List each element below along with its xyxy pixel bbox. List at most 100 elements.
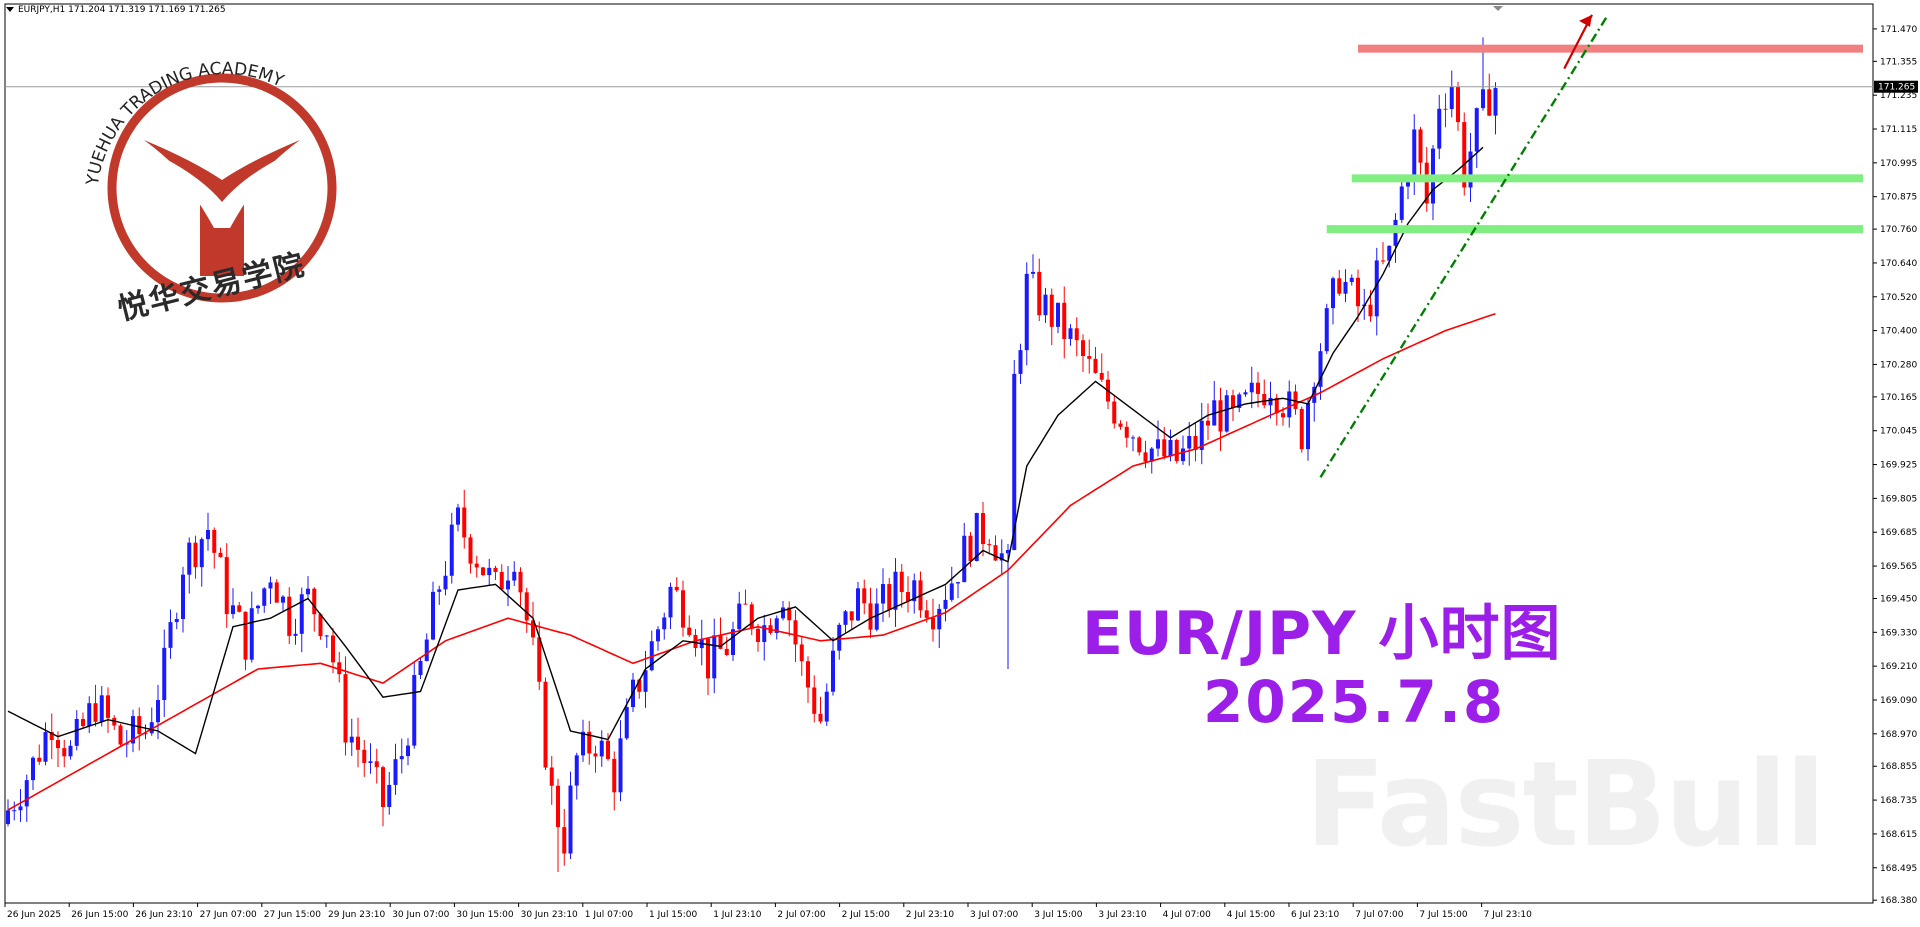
candle-body xyxy=(399,756,404,760)
candle-body xyxy=(1474,108,1479,152)
candle-body xyxy=(1281,413,1285,418)
candle-body xyxy=(1293,391,1298,409)
candle-body xyxy=(381,767,385,808)
candle-body xyxy=(1324,308,1329,352)
candle-body xyxy=(537,637,542,682)
candle-body xyxy=(962,535,967,583)
candle-body xyxy=(1268,397,1273,406)
y-tick-label: 169.210 xyxy=(1880,662,1917,672)
candle-body xyxy=(887,584,892,610)
candle-body xyxy=(1387,245,1392,261)
candle-body xyxy=(756,628,760,642)
candle-body xyxy=(1068,328,1073,339)
candle-body xyxy=(406,745,410,757)
candle-body xyxy=(1224,395,1229,432)
x-tick-label: 26 Jun 15:00 xyxy=(71,910,128,920)
candle-body xyxy=(624,707,629,739)
candle-body xyxy=(343,674,348,743)
x-tick-label: 29 Jun 23:10 xyxy=(328,910,385,920)
logo-emblem-inner-icon xyxy=(164,158,280,228)
candle-body xyxy=(1024,273,1029,351)
candle-body xyxy=(256,605,260,609)
candle-body xyxy=(106,695,110,718)
candle-body xyxy=(1049,294,1054,327)
candle-body xyxy=(687,627,692,635)
candle-body xyxy=(1331,278,1335,309)
candle-body xyxy=(487,567,492,576)
y-tick-label: 169.805 xyxy=(1880,494,1917,504)
candle-body xyxy=(356,736,360,750)
candle-body xyxy=(1256,382,1260,394)
candle-body xyxy=(512,571,517,581)
candle-body xyxy=(856,588,860,621)
x-tick-label: 3 Jul 23:10 xyxy=(1098,910,1147,920)
candle-body xyxy=(1249,382,1254,393)
x-tick-label: 6 Jul 23:10 xyxy=(1291,910,1340,920)
candle-body xyxy=(337,662,342,675)
candle-body xyxy=(1037,271,1042,316)
candle-body xyxy=(12,810,17,812)
candle-body xyxy=(293,633,298,636)
candle-body xyxy=(1374,260,1379,317)
y-tick-label: 168.615 xyxy=(1880,830,1917,840)
watermark-text: FastBull xyxy=(1305,735,1826,873)
candle-body xyxy=(418,660,423,676)
candle-body xyxy=(24,780,29,807)
y-tick-label: 170.875 xyxy=(1880,193,1917,203)
candle-body xyxy=(393,759,398,785)
x-tick-label: 26 Jun 23:10 xyxy=(135,910,192,920)
candle-body xyxy=(1131,437,1135,439)
candle-body xyxy=(1462,122,1467,188)
candle-body xyxy=(56,740,60,749)
candle-body xyxy=(987,544,992,546)
candle-body xyxy=(312,588,317,615)
candle-body xyxy=(137,716,142,735)
candle-body xyxy=(324,635,329,637)
candle-body xyxy=(1343,281,1348,294)
candle-body xyxy=(62,748,67,757)
candle-body xyxy=(1299,408,1304,450)
candle-body xyxy=(1449,86,1454,110)
candle-body xyxy=(193,542,198,568)
x-tick-label: 4 Jul 07:00 xyxy=(1163,910,1212,920)
candle-body xyxy=(1168,439,1173,457)
candle-body xyxy=(499,571,504,590)
candle-body xyxy=(1199,420,1204,450)
level-band-resistance xyxy=(1358,44,1863,53)
candle-body xyxy=(1149,448,1154,462)
candle-body xyxy=(549,767,554,786)
candle-body xyxy=(543,681,548,768)
chevron-down-icon[interactable] xyxy=(6,7,14,12)
x-tick-label: 27 Jun 07:00 xyxy=(200,910,257,920)
candle-body xyxy=(806,661,810,688)
candle-body xyxy=(874,603,879,630)
candle-body xyxy=(49,732,54,741)
candle-body xyxy=(99,695,104,722)
candle-body xyxy=(762,625,767,642)
candle-body xyxy=(331,635,335,663)
candle-body xyxy=(668,586,673,618)
candle-body xyxy=(831,650,835,692)
candle-body xyxy=(424,639,429,661)
x-tick-label: 7 Jul 07:00 xyxy=(1355,910,1404,920)
y-tick-label: 169.925 xyxy=(1880,461,1917,471)
candle-body xyxy=(843,611,848,625)
candle-body xyxy=(968,535,973,562)
candle-body xyxy=(662,617,667,630)
candle-body xyxy=(299,594,304,634)
x-tick-label: 3 Jul 07:00 xyxy=(970,910,1019,920)
candle-body xyxy=(1043,294,1048,316)
y-tick-label: 170.045 xyxy=(1880,427,1917,437)
candle-body xyxy=(1187,436,1192,449)
candle-body xyxy=(1493,88,1498,116)
candle-body xyxy=(156,700,160,723)
candle-body xyxy=(162,647,167,701)
candle-body xyxy=(1081,340,1085,357)
candle-body xyxy=(1143,452,1148,462)
candle-body xyxy=(37,757,42,762)
candle-body xyxy=(1206,420,1210,426)
candle-body xyxy=(387,784,392,808)
y-tick-label: 170.760 xyxy=(1880,225,1917,235)
y-tick-label: 170.165 xyxy=(1880,393,1917,403)
